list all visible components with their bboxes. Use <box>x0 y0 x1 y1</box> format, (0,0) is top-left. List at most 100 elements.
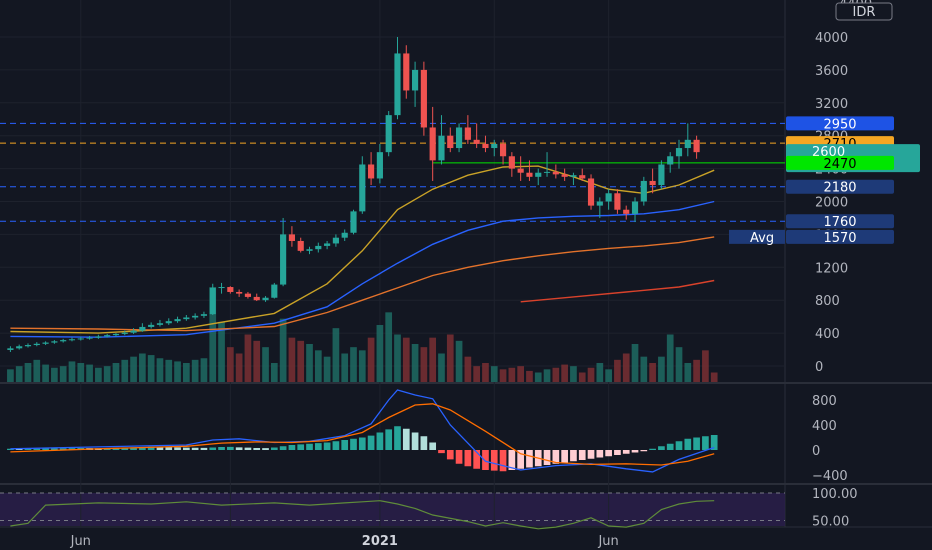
macd-histogram-bar <box>279 446 287 450</box>
candle-body[interactable] <box>482 143 489 149</box>
candle-body[interactable] <box>130 330 137 333</box>
candle-body[interactable] <box>385 115 392 153</box>
volume-bar <box>51 367 58 382</box>
volume-bar <box>121 359 129 382</box>
candle-body[interactable] <box>60 340 67 342</box>
candle-body[interactable] <box>640 180 647 202</box>
candle-body[interactable] <box>631 201 639 214</box>
candle-body[interactable] <box>104 335 111 337</box>
candle-body[interactable] <box>350 211 357 233</box>
candle-body[interactable] <box>376 152 383 179</box>
candle-body[interactable] <box>499 143 507 157</box>
candle-body[interactable] <box>121 332 128 334</box>
candle-body[interactable] <box>332 237 339 244</box>
candle-body[interactable] <box>596 201 603 206</box>
candle-body[interactable] <box>209 287 216 315</box>
candle-body[interactable] <box>324 243 331 246</box>
candle-body[interactable] <box>587 178 595 206</box>
candle-body[interactable] <box>112 333 120 336</box>
macd-histogram-bar <box>15 448 23 450</box>
time-axis[interactable]: Jun 2021 Jun <box>70 534 619 549</box>
candle-body[interactable] <box>552 171 559 175</box>
candle-body[interactable] <box>570 175 577 177</box>
candle-body[interactable] <box>244 293 252 297</box>
macd-histogram-bar <box>156 446 164 450</box>
candle-body[interactable] <box>579 175 586 179</box>
macd-histogram-bar <box>121 447 129 450</box>
candle-body[interactable] <box>288 234 295 241</box>
candle-body[interactable] <box>86 337 93 339</box>
candle-body[interactable] <box>315 245 322 250</box>
time-tick-label: Jun <box>597 534 618 549</box>
volume-bar <box>402 337 410 382</box>
candle-body[interactable] <box>464 127 471 140</box>
candle-body[interactable] <box>174 319 181 322</box>
candle-body[interactable] <box>491 143 498 149</box>
candle-body[interactable] <box>684 139 691 149</box>
candle-body[interactable] <box>693 139 700 153</box>
candle-body[interactable] <box>473 139 480 144</box>
candle-body[interactable] <box>508 156 515 169</box>
candle-body[interactable] <box>341 232 348 238</box>
candle-body[interactable] <box>139 326 146 331</box>
candle-body[interactable] <box>517 168 524 173</box>
candle-body[interactable] <box>262 297 269 301</box>
candle-body[interactable] <box>165 321 172 324</box>
candle-body[interactable] <box>95 336 102 338</box>
candle-body[interactable] <box>455 127 463 149</box>
volume-bar <box>631 344 639 382</box>
candle-body[interactable] <box>649 180 656 186</box>
volume-bar <box>15 366 23 382</box>
candle-body[interactable] <box>183 317 190 320</box>
candle-body[interactable] <box>306 249 313 251</box>
candlesticks[interactable] <box>7 37 700 353</box>
candle-body[interactable] <box>271 284 278 298</box>
candle-body[interactable] <box>543 171 551 173</box>
candle-body[interactable] <box>236 291 243 294</box>
candle-body[interactable] <box>227 287 234 292</box>
currency-badge[interactable] <box>835 2 893 21</box>
candle-body[interactable] <box>429 127 436 161</box>
candle-body[interactable] <box>192 315 199 318</box>
candle-body[interactable] <box>148 324 155 327</box>
candle-body[interactable] <box>16 346 23 349</box>
candle-body[interactable] <box>68 339 76 341</box>
candle-body[interactable] <box>412 69 419 91</box>
price-tick-label: 800 <box>815 294 840 309</box>
candle-body[interactable] <box>77 338 84 340</box>
macd-histogram-bar <box>570 450 577 462</box>
candle-body[interactable] <box>438 135 445 161</box>
candle-body[interactable] <box>33 343 40 346</box>
candle-body[interactable] <box>368 164 375 179</box>
candle-body[interactable] <box>297 240 304 251</box>
macd-histogram-bar <box>139 447 146 450</box>
candle-body[interactable] <box>42 342 49 344</box>
candle-body[interactable] <box>403 53 410 91</box>
candle-body[interactable] <box>394 53 401 116</box>
candle-body[interactable] <box>253 296 260 301</box>
candle-body[interactable] <box>447 135 454 149</box>
candle-body[interactable] <box>7 348 14 350</box>
macd-histogram-bar <box>394 426 401 450</box>
candle-body[interactable] <box>24 345 32 347</box>
candle-body[interactable] <box>280 234 287 285</box>
candle-body[interactable] <box>535 172 542 177</box>
candle-body[interactable] <box>614 193 621 210</box>
candle-body[interactable] <box>156 323 164 325</box>
volume-bar <box>314 350 322 382</box>
candle-body[interactable] <box>667 156 674 165</box>
macd-histogram-bar <box>517 450 524 469</box>
candle-body[interactable] <box>561 174 568 177</box>
candle-body[interactable] <box>200 314 208 316</box>
candle-body[interactable] <box>605 193 612 202</box>
candle-body[interactable] <box>623 209 630 214</box>
candle-body[interactable] <box>526 172 533 177</box>
candle-body[interactable] <box>218 287 225 289</box>
candle-body[interactable] <box>420 69 427 128</box>
candle-body[interactable] <box>359 164 366 212</box>
candle-body[interactable] <box>675 148 683 157</box>
candle-body[interactable] <box>658 164 665 186</box>
candle-body[interactable] <box>51 341 58 343</box>
